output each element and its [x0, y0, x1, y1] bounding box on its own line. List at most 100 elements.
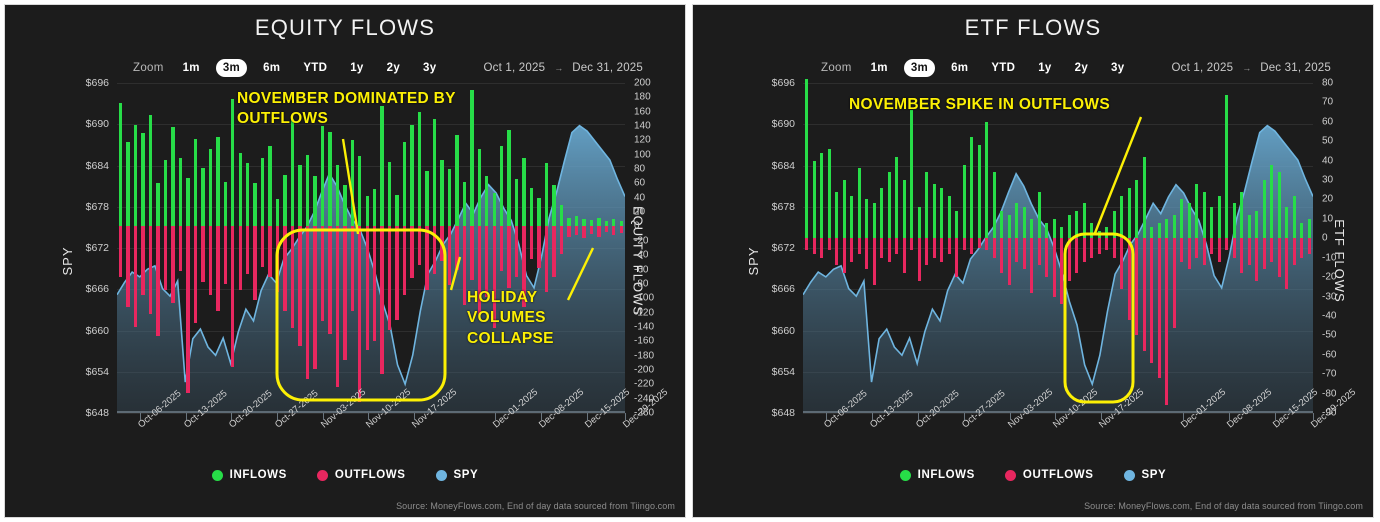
- outflow-bar[interactable]: [246, 226, 250, 274]
- inflow-bar[interactable]: [350, 140, 355, 227]
- inflow-bar[interactable]: [1120, 195, 1124, 239]
- inflow-bar[interactable]: [1300, 222, 1304, 239]
- outflow-bar[interactable]: [298, 226, 302, 346]
- outflow-bar[interactable]: [178, 226, 183, 271]
- outflow-bar[interactable]: [970, 238, 974, 254]
- inflow-bar[interactable]: [186, 177, 190, 227]
- outflow-bar[interactable]: [865, 238, 869, 270]
- outflow-bar[interactable]: [432, 226, 437, 274]
- outflow-bar[interactable]: [887, 238, 891, 262]
- inflow-bar[interactable]: [1060, 226, 1064, 239]
- inflow-bar[interactable]: [1172, 215, 1176, 239]
- inflow-bar[interactable]: [835, 191, 839, 239]
- outflow-bar[interactable]: [171, 226, 175, 303]
- inflow-bar[interactable]: [1285, 207, 1289, 239]
- inflow-bar[interactable]: [1307, 218, 1311, 239]
- outflow-bar[interactable]: [529, 226, 534, 260]
- outflow-bar[interactable]: [283, 226, 287, 312]
- outflow-bar[interactable]: [842, 238, 846, 274]
- outflow-bar[interactable]: [955, 238, 959, 278]
- inflow-bar[interactable]: [977, 145, 981, 239]
- inflow-bar[interactable]: [1082, 203, 1086, 239]
- outflow-bar[interactable]: [514, 226, 519, 277]
- inflow-bar[interactable]: [597, 217, 601, 227]
- outflow-bar[interactable]: [380, 226, 384, 375]
- legend-item-spy[interactable]: SPY: [1123, 469, 1167, 481]
- outflow-bar[interactable]: [902, 238, 906, 274]
- outflow-bar[interactable]: [1142, 238, 1146, 351]
- outflow-bar[interactable]: [343, 226, 347, 360]
- inflow-bar[interactable]: [604, 220, 609, 227]
- outflow-bar[interactable]: [1150, 238, 1154, 363]
- inflow-bar[interactable]: [455, 134, 459, 227]
- outflow-bar[interactable]: [1255, 238, 1259, 281]
- outflow-bar[interactable]: [977, 238, 981, 248]
- outflow-bar[interactable]: [917, 238, 921, 281]
- outflow-bar[interactable]: [387, 226, 392, 330]
- inflow-bar[interactable]: [1217, 195, 1221, 239]
- outflow-bar[interactable]: [1157, 238, 1161, 379]
- inflow-bar[interactable]: [544, 163, 549, 227]
- inflow-bar[interactable]: [417, 111, 422, 227]
- outflow-bar[interactable]: [537, 226, 541, 269]
- inflow-bar[interactable]: [201, 167, 205, 227]
- inflow-bar[interactable]: [552, 184, 556, 227]
- outflow-bar[interactable]: [1120, 238, 1124, 289]
- outflow-bar[interactable]: [552, 226, 556, 277]
- inflow-bar[interactable]: [559, 204, 564, 227]
- inflow-bar[interactable]: [208, 149, 213, 227]
- outflow-bar[interactable]: [313, 226, 317, 369]
- outflow-bar[interactable]: [470, 226, 474, 280]
- zoom-button-2y[interactable]: 2y: [386, 62, 401, 74]
- inflow-bar[interactable]: [1240, 191, 1244, 239]
- outflow-bar[interactable]: [597, 226, 601, 237]
- outflow-bar[interactable]: [1015, 238, 1019, 262]
- outflow-bar[interactable]: [1210, 238, 1214, 254]
- inflow-bar[interactable]: [567, 217, 571, 227]
- inflow-bar[interactable]: [492, 193, 496, 227]
- outflow-bar[interactable]: [186, 226, 190, 393]
- outflow-bar[interactable]: [1180, 238, 1184, 262]
- outflow-bar[interactable]: [402, 226, 407, 296]
- outflow-bar[interactable]: [1165, 238, 1169, 406]
- outflow-bar[interactable]: [880, 238, 884, 258]
- outflow-bar[interactable]: [253, 226, 257, 300]
- outflow-bar[interactable]: [1307, 238, 1311, 254]
- outflow-bar[interactable]: [1045, 238, 1049, 278]
- inflow-bar[interactable]: [320, 126, 325, 227]
- inflow-bar[interactable]: [1075, 211, 1079, 239]
- zoom-button-3m[interactable]: 3m: [215, 59, 248, 77]
- date-range-start[interactable]: Oct 1, 2025: [483, 62, 546, 74]
- inflow-bar[interactable]: [537, 197, 541, 227]
- outflow-bar[interactable]: [1172, 238, 1176, 328]
- inflow-bar[interactable]: [514, 179, 519, 227]
- outflow-bar[interactable]: [462, 226, 467, 306]
- outflow-bar[interactable]: [1082, 238, 1086, 262]
- inflow-bar[interactable]: [447, 169, 452, 227]
- inflow-bar[interactable]: [133, 124, 138, 227]
- outflow-bar[interactable]: [477, 226, 482, 316]
- inflow-bar[interactable]: [1045, 222, 1049, 239]
- inflow-bar[interactable]: [820, 152, 824, 239]
- inflow-bar[interactable]: [290, 118, 295, 227]
- inflow-bar[interactable]: [402, 141, 407, 227]
- outflow-bar[interactable]: [962, 238, 966, 250]
- outflow-bar[interactable]: [335, 226, 340, 388]
- outflow-bar[interactable]: [559, 226, 564, 254]
- inflow-bar[interactable]: [268, 146, 272, 227]
- zoom-button-1m[interactable]: 1m: [870, 62, 888, 74]
- outflow-bar[interactable]: [574, 226, 579, 236]
- zoom-button-1y[interactable]: 1y: [350, 62, 364, 74]
- inflow-bar[interactable]: [358, 156, 362, 227]
- inflow-bar[interactable]: [193, 138, 198, 227]
- inflow-bar[interactable]: [1067, 215, 1071, 239]
- outflow-bar[interactable]: [156, 226, 160, 336]
- inflow-bar[interactable]: [1127, 187, 1131, 239]
- outflow-bar[interactable]: [1247, 238, 1251, 266]
- outflow-bar[interactable]: [1270, 238, 1274, 262]
- outflow-bar[interactable]: [932, 238, 936, 258]
- inflow-bar[interactable]: [917, 207, 921, 239]
- outflow-bar[interactable]: [133, 226, 138, 327]
- inflow-bar[interactable]: [246, 163, 250, 227]
- outflow-bar[interactable]: [290, 226, 295, 329]
